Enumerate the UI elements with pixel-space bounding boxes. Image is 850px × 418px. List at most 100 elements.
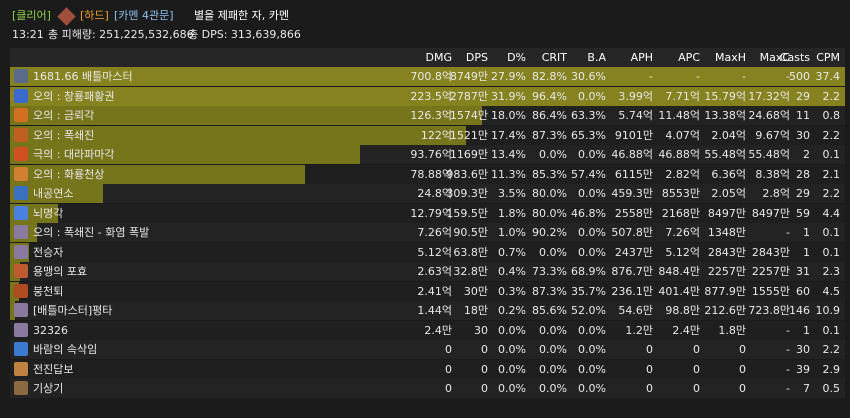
column-header: B.A — [587, 51, 606, 64]
stat-cell: 0.0% — [578, 89, 606, 103]
stat-cell: 0.0% — [578, 362, 606, 376]
stat-cell: 2558만 — [614, 206, 653, 220]
stat-cell: 0.0% — [539, 245, 567, 259]
stat-cell: 0.7% — [498, 245, 526, 259]
stat-cell: 2.2 — [822, 89, 841, 103]
stat-cell: 12.79억 — [410, 206, 452, 220]
table-row: 32326 2.4만 30 0.0% 0.0% 0.0% 1.2만 2.4만 1.8만 -1 0.1 — [10, 320, 845, 340]
stat-cell: 1.2만 — [625, 323, 653, 337]
stat-cell: 31 — [796, 265, 810, 278]
skill-name: 오의 : 화룡천상 — [33, 167, 105, 181]
table-row: 용맹의 포효 2.63억 32.8만 0.4% 73.3% 68.9% 876.7만 848.… — [10, 262, 845, 281]
stat-cell: 0.0% — [539, 343, 567, 356]
stat-cell: 848.4만 — [658, 265, 700, 278]
stat-cell: 236.1만 — [611, 284, 653, 298]
stat-cell: 3.5% — [498, 187, 526, 200]
title: 별을 제패한 자, 카멘 — [194, 9, 289, 22]
stat-cell: 2.1 — [822, 167, 841, 181]
stat-cell: 0.0% — [578, 226, 606, 239]
column-header: APC — [678, 51, 700, 64]
stat-cell: 8.38억 — [755, 167, 790, 181]
stat-cell: 30 — [474, 323, 488, 337]
skill-icon — [14, 166, 28, 181]
skill-icon — [14, 225, 28, 239]
stat-cell: 983.6만 — [446, 167, 488, 181]
table-row: [배틀마스터]평타 1.44억 18만 0.2% 85.6% 52.0% 54.6만 98.8… — [10, 301, 845, 320]
stat-cell: 27.9% — [491, 70, 526, 83]
skill-name: 오의 : 금뢰각 — [33, 109, 95, 122]
skill-name: 32326 — [33, 323, 68, 337]
skill-icon — [14, 108, 28, 122]
stat-cell: - — [786, 226, 790, 239]
stat-cell: 0 — [739, 382, 746, 395]
stat-cell: 2.63억 — [417, 265, 452, 278]
stat-cell: 0.0% — [539, 148, 567, 161]
stat-cell: 2843만 — [751, 245, 790, 259]
skill-icon — [14, 244, 28, 259]
stat-cell: 17.32억 — [748, 89, 790, 103]
stat-cell: 55.48억 — [704, 148, 746, 161]
table-row: 오의 : 폭쇄진 - 화염 폭발 7.26억 90.5만 1.0% 90.2% 0.0% 5… — [10, 223, 845, 242]
tag-hard: [하드] — [80, 9, 109, 22]
column-header: MaxC — [759, 51, 790, 64]
stat-cell: 0.0% — [578, 323, 606, 337]
skill-name: 붕천퇴 — [33, 284, 64, 298]
stat-cell: 46.88억 — [658, 148, 700, 161]
stat-cell: 0 — [646, 362, 653, 376]
damage-bar — [10, 184, 103, 203]
stat-cell: 1 — [803, 245, 810, 259]
skill-name: 오의 : 폭쇄진 - 화염 폭발 — [33, 226, 150, 239]
stat-cell: 29 — [796, 187, 810, 200]
total-dps: 총 DPS: 313,639,866 — [188, 28, 301, 41]
stat-cell: 2.05억 — [711, 187, 746, 200]
stat-cell: 9.67억 — [755, 128, 790, 142]
stat-cell: 6.36억 — [711, 167, 746, 181]
column-header: D% — [507, 51, 526, 64]
stat-cell: 8749만 — [449, 70, 488, 83]
skill-icon — [14, 127, 28, 142]
column-header: DMG — [425, 51, 453, 64]
table-row: 극의 : 대라파마각 93.76억 1169만 13.4% 0.0% 0.0% 46.88억… — [10, 145, 845, 164]
stat-cell: 85.3% — [532, 167, 567, 181]
table-row: 전승자 5.12억 63.8만 0.7% 0.0% 0.0% 2437만 5.12억 2843만… — [10, 242, 845, 262]
column-header: CRIT — [541, 51, 567, 64]
stat-cell: 2.2 — [822, 343, 841, 356]
stat-cell: 11.3% — [491, 167, 526, 181]
stat-cell: 0 — [445, 362, 452, 376]
stat-cell: 29 — [796, 89, 810, 103]
stat-cell: 13.38억 — [704, 109, 746, 122]
boss-icon — [57, 7, 76, 26]
stat-cell: 0.0% — [498, 382, 526, 395]
stat-cell: 0.1 — [822, 323, 841, 337]
stat-cell: 0.0% — [498, 362, 526, 376]
stat-cell: 0.0% — [498, 323, 526, 337]
stat-cell: 46.88억 — [611, 148, 653, 161]
stat-cell: 7.26억 — [417, 226, 452, 239]
stat-cell: 0 — [739, 362, 746, 376]
stat-cell: 2.41억 — [417, 284, 452, 298]
stat-cell: 11 — [796, 109, 810, 122]
stat-cell: 146 — [789, 304, 810, 317]
stat-cell: 68.9% — [571, 265, 606, 278]
stat-cell: 7.71억 — [665, 89, 700, 103]
stat-cell: 73.3% — [532, 265, 567, 278]
column-header: CPM — [816, 51, 840, 64]
stat-cell: 28 — [796, 167, 810, 181]
stat-cell: 2.9 — [822, 362, 841, 376]
stat-cell: 3.99억 — [618, 89, 653, 103]
stat-cell: 0 — [481, 362, 488, 376]
skill-icon — [14, 264, 28, 278]
skill-name: 극의 : 대라파마각 — [33, 148, 115, 161]
column-header: MaxH — [714, 51, 746, 64]
stat-cell: 723.8만 — [748, 304, 790, 317]
stat-cell: 37.4 — [815, 70, 841, 83]
stat-cell: 0.1 — [822, 148, 841, 161]
stat-cell: 126.3억 — [410, 109, 452, 122]
skill-icon — [14, 205, 28, 220]
damage-bar — [10, 301, 16, 320]
stat-cell: 700.8억 — [410, 70, 452, 83]
stat-cell: 0 — [693, 362, 700, 376]
stat-cell: 96.4% — [532, 89, 567, 103]
stat-cell: 507.8만 — [611, 226, 653, 239]
table-row: 오의 : 폭쇄진 122억 1521만 17.4% 87.3% 65.3% 9101만 4.0… — [10, 125, 845, 145]
